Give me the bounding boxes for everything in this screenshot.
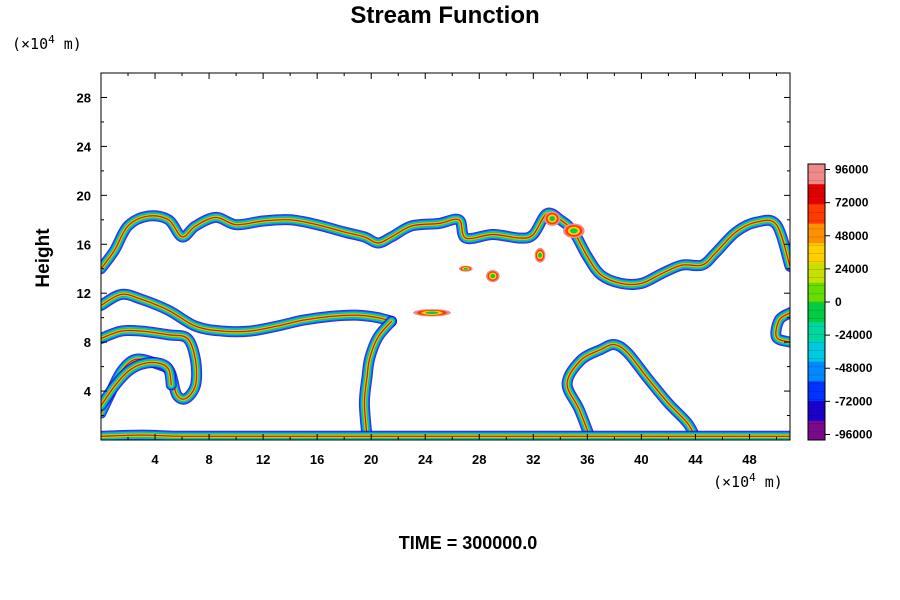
colorbar-swatch [808,223,825,244]
colorbar-tick-label: -48000 [835,361,873,375]
y-tick-label: 20 [77,188,91,203]
y-tick-label: 4 [84,384,92,399]
contour-blob-upper-1 [459,265,473,272]
y-tick-label: 16 [77,237,91,252]
colorbar-swatch [808,183,825,204]
colorbar-tick-label: -24000 [835,328,873,342]
contour-blob-mid-1 [413,309,451,317]
colorbar-tick-label: 0 [835,295,842,309]
colorbar-swatch [808,361,825,382]
y-tick-label: 12 [77,286,91,301]
contour-blob-upper-2 [486,269,500,283]
colorbar-swatch [808,164,825,185]
x-tick-label: 20 [364,452,378,467]
colorbar-tick-label: 24000 [835,262,869,276]
y-tick-label: 28 [77,90,91,105]
x-unit-label: (×104 m) [713,471,783,491]
x-tick-label: 16 [310,452,324,467]
x-tick-label: 36 [580,452,594,467]
time-label: TIME = 300000.0 [399,533,538,553]
y-unit-label: (×104 m) [12,33,82,53]
contour-middle-band [101,288,397,338]
colorbar: 96000 72000 48000 24000 0 -24000 -48000 -72000 -… [807,163,873,441]
x-tick-label: 28 [472,452,486,467]
x-tick-label: 40 [634,452,648,467]
colorbar-swatch [808,203,825,224]
y-tick-label: 8 [84,335,91,350]
colorbar-swatch [808,420,825,441]
y-tick-label: 24 [77,139,92,154]
contour-blob-ring-1 [544,211,561,226]
colorbar-tick-label: 72000 [835,196,869,210]
contour-lower-right-loop [561,339,701,440]
colorbar-swatch [808,341,825,362]
chart-title: Stream Function [350,2,539,29]
colorbar-tick-label: -96000 [835,427,873,441]
y-axis-label: Height [33,228,54,288]
x-tick-label: 48 [742,452,756,467]
x-tick-label: 4 [151,452,159,467]
x-tick-label: 44 [688,452,703,467]
colorbar-tick-label: 96000 [835,163,869,177]
colorbar-swatch [808,282,825,303]
contour-left-low-band [101,357,177,412]
contour-middle-lower-band [101,324,203,419]
colorbar-swatch [808,262,825,283]
colorbar-swatch [808,380,825,402]
colorbar-swatch [808,400,825,421]
contour-right-edge-band [770,307,790,348]
contour-center-vertical-band [358,315,397,440]
x-tick-label: 12 [256,452,270,467]
contour-field [101,207,790,440]
colorbar-swatch [808,302,825,323]
colorbar-tick-label: -72000 [835,394,873,408]
contour-bottom-band [101,429,790,440]
x-tick-label: 32 [526,452,540,467]
contour-blob-ring-2 [563,223,585,239]
colorbar-swatch [808,321,825,342]
contour-upper-band [101,207,790,291]
x-tick-label: 24 [418,452,433,467]
contour-blob-left-1 [534,247,546,263]
colorbar-tick-label: 48000 [835,229,869,243]
x-tick-label: 8 [205,452,212,467]
plot-frame [100,72,791,441]
colorbar-swatch [808,242,825,264]
